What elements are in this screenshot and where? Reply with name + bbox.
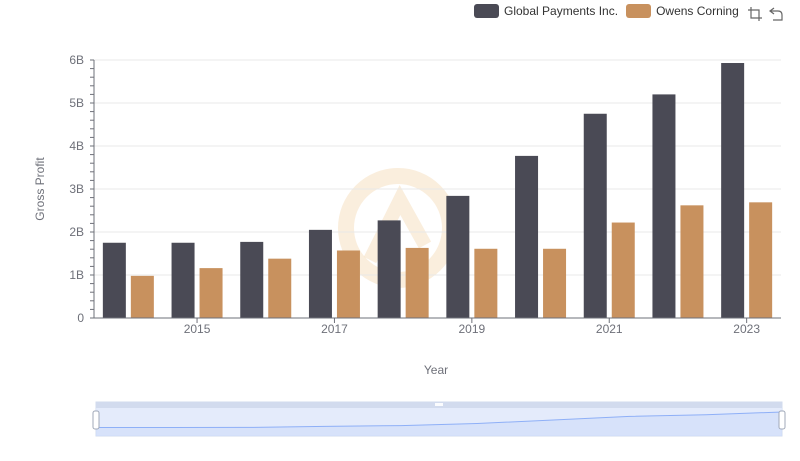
bar-global-payments-2019[interactable]: [446, 195, 470, 318]
bar-global-payments-2020[interactable]: [515, 155, 539, 318]
x-axis-ticks: 2015 2017 2019 2021 2023: [184, 318, 760, 336]
bar-owens-corning-2023[interactable]: [749, 202, 773, 318]
datazoom-preview-area: [96, 412, 782, 436]
legend-item-owens-corning[interactable]: Owens Corning: [626, 4, 739, 18]
bar-global-payments-2016[interactable]: [240, 241, 264, 318]
y-tick-label: 1B: [69, 268, 84, 282]
y-tick-label: 0: [77, 311, 84, 325]
bar-global-payments-2015[interactable]: [171, 242, 195, 318]
bar-global-payments-2023[interactable]: [721, 63, 745, 319]
bar-owens-corning-2018[interactable]: [405, 247, 429, 318]
legend-item-global-payments[interactable]: Global Payments Inc.: [474, 4, 618, 18]
y-tick-label: 5B: [69, 96, 84, 110]
datazoom-handle-start[interactable]: [92, 410, 100, 430]
y-axis-title: Gross Profit: [33, 157, 47, 221]
x-axis-title: Year: [424, 363, 448, 377]
bar-owens-corning-2022[interactable]: [680, 205, 704, 318]
legend-label-owens-corning: Owens Corning: [656, 4, 739, 18]
x-tick-label: 2021: [596, 322, 623, 336]
bar-global-payments-2014[interactable]: [102, 242, 126, 318]
y-tick-label: 2B: [69, 225, 84, 239]
x-tick-label: 2017: [321, 322, 348, 336]
bar-global-payments-2021[interactable]: [583, 113, 607, 318]
x-tick-label: 2019: [458, 322, 485, 336]
bar-owens-corning-2021[interactable]: [611, 222, 635, 318]
bars: [102, 63, 773, 319]
y-tick-label: 6B: [69, 53, 84, 67]
legend-swatch-owens-corning: [626, 4, 652, 18]
bar-owens-corning-2015[interactable]: [199, 268, 223, 318]
bar-global-payments-2017[interactable]: [308, 229, 332, 318]
y-tick-label: 4B: [69, 139, 84, 153]
bar-owens-corning-2017[interactable]: [336, 250, 360, 318]
legend: Global Payments Inc. Owens Corning: [474, 4, 747, 18]
bar-owens-corning-2020[interactable]: [543, 248, 567, 318]
toolbox: [747, 6, 789, 22]
grid-lines: [94, 59, 781, 276]
bar-global-payments-2022[interactable]: [652, 94, 676, 319]
x-tick-label: 2023: [733, 322, 760, 336]
restore-icon[interactable]: [768, 6, 784, 22]
datazoom-grip[interactable]: [435, 403, 443, 406]
y-axis-ticks: 0 1B 2B 3B 4B 5B 6B: [69, 53, 94, 325]
bar-owens-corning-2019[interactable]: [474, 248, 498, 318]
bar-owens-corning-2014[interactable]: [130, 275, 154, 318]
y-tick-label: 3B: [69, 182, 84, 196]
datazoom-slider[interactable]: [92, 401, 786, 437]
legend-label-global-payments: Global Payments Inc.: [504, 4, 619, 18]
datazoom-preview-line: [96, 411, 783, 428]
datazoom-handle-end[interactable]: [778, 410, 786, 430]
bar-global-payments-2018[interactable]: [377, 220, 401, 318]
zoom-icon[interactable]: [747, 6, 763, 22]
bar-owens-corning-2016[interactable]: [268, 258, 292, 318]
x-tick-label: 2015: [184, 322, 211, 336]
legend-swatch-global-payments: [474, 4, 499, 18]
